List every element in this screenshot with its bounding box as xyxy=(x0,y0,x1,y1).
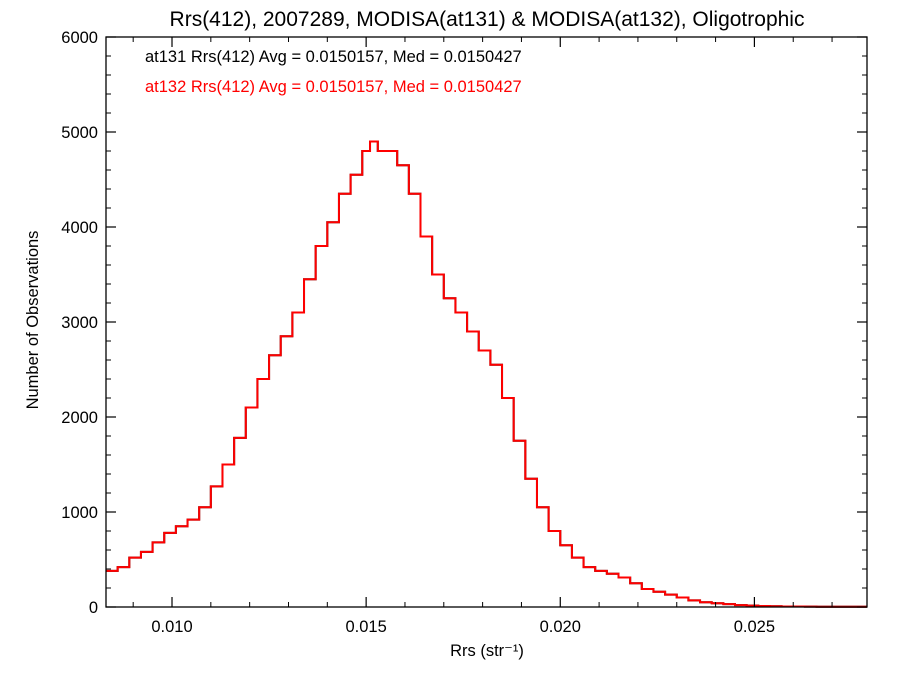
y-tick-label: 4000 xyxy=(61,219,98,237)
y-tick-label: 1000 xyxy=(61,504,98,522)
y-tick-label: 6000 xyxy=(61,29,98,47)
y-tick-label: 2000 xyxy=(61,409,98,427)
x-tick-label: 0.025 xyxy=(734,618,775,636)
x-tick-label: 0.010 xyxy=(151,618,192,636)
x-axis-label: Rrs (str⁻¹) xyxy=(450,642,524,660)
y-tick-label: 3000 xyxy=(61,314,98,332)
y-axis-label: Number of Observations xyxy=(24,231,42,410)
plot-lines xyxy=(106,140,867,608)
legend-entry-at131: at131 Rrs(412) Avg = 0.0150157, Med = 0.… xyxy=(145,48,522,66)
x-tick-label: 0.020 xyxy=(540,618,581,636)
legend-entry-at132: at132 Rrs(412) Avg = 0.0150157, Med = 0.… xyxy=(145,78,522,96)
y-tick-label: 5000 xyxy=(61,124,98,142)
chart-title: Rrs(412), 2007289, MODISA(at131) & MODIS… xyxy=(170,8,805,31)
series-line-at132 xyxy=(106,140,867,608)
y-tick-label: 0 xyxy=(89,599,98,617)
x-tick-label: 0.015 xyxy=(345,618,386,636)
axes: 0 1000 2000 3000 4000 5000 6000 0.010 0.015 0.020… xyxy=(61,29,867,636)
